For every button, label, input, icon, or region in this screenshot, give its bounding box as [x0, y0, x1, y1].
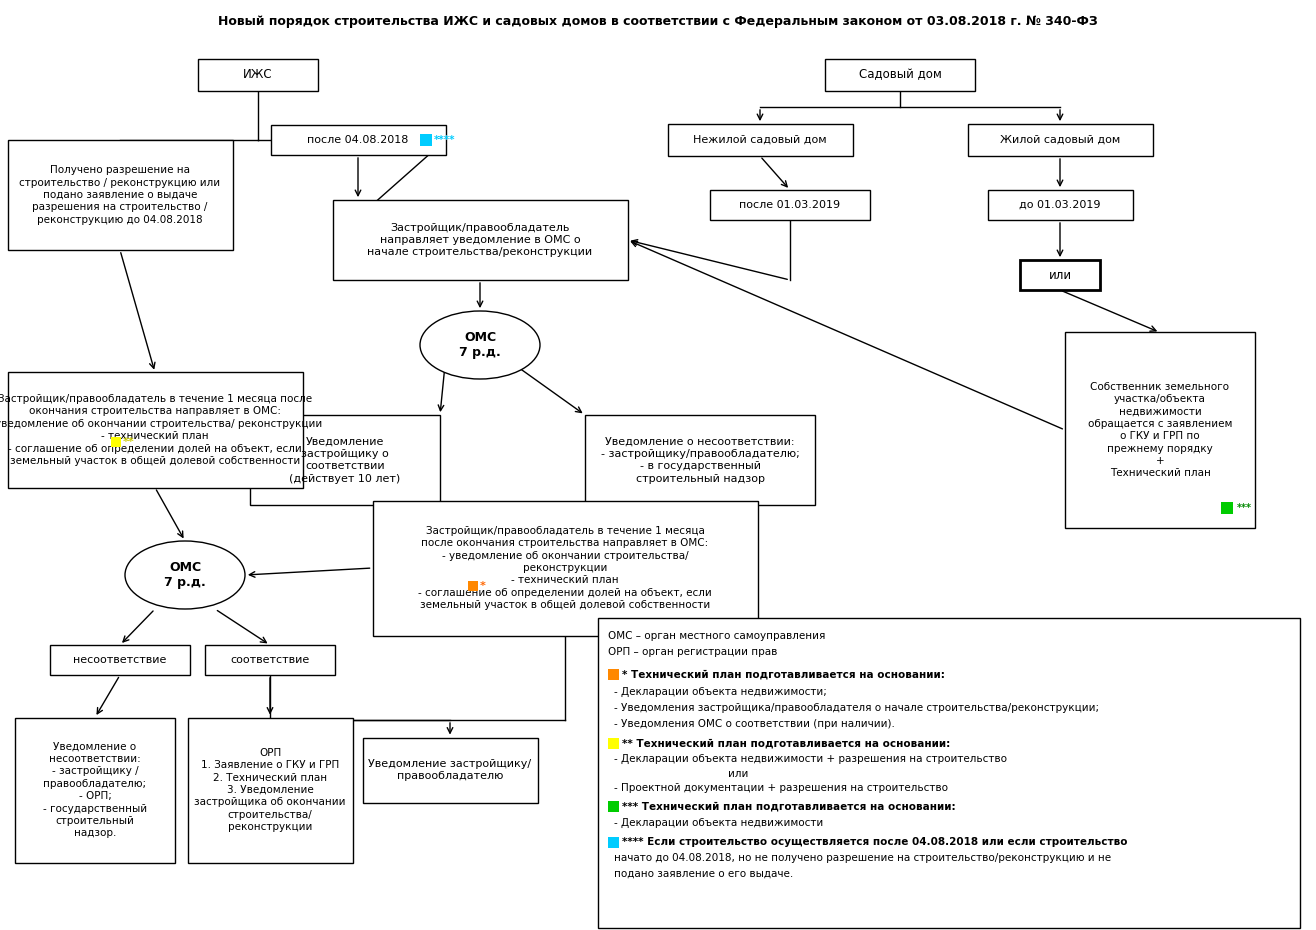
Text: Нежилой садовый дом: Нежилой садовый дом — [694, 135, 826, 145]
Text: - Уведомления ОМС о соответствии (при наличии).: - Уведомления ОМС о соответствии (при на… — [615, 719, 895, 729]
Text: *: * — [479, 581, 486, 591]
Text: ИЖС: ИЖС — [243, 69, 272, 82]
FancyBboxPatch shape — [597, 618, 1300, 928]
Text: подано заявление о его выдаче.: подано заявление о его выдаче. — [615, 869, 794, 879]
FancyBboxPatch shape — [1221, 501, 1233, 513]
Text: Застройщик/правообладатель в течение 1 месяца после
окончания строительства напр: Застройщик/правообладатель в течение 1 м… — [0, 394, 322, 466]
FancyBboxPatch shape — [420, 134, 432, 146]
FancyBboxPatch shape — [197, 59, 318, 91]
FancyBboxPatch shape — [8, 140, 233, 250]
Text: до 01.03.2019: до 01.03.2019 — [1020, 200, 1100, 210]
FancyBboxPatch shape — [333, 200, 628, 280]
Text: после 04.08.2018: после 04.08.2018 — [308, 135, 409, 145]
FancyBboxPatch shape — [271, 125, 446, 155]
FancyBboxPatch shape — [825, 59, 975, 91]
Text: после 01.03.2019: после 01.03.2019 — [740, 200, 841, 210]
Text: - Декларации объекта недвижимости: - Декларации объекта недвижимости — [615, 818, 824, 828]
FancyBboxPatch shape — [1020, 260, 1100, 290]
Ellipse shape — [125, 541, 245, 609]
Text: ОМС
7 р.д.: ОМС 7 р.д. — [164, 561, 205, 589]
Text: * Технический план подготавливается на основании:: * Технический план подготавливается на о… — [622, 670, 945, 680]
Text: *** Технический план подготавливается на основании:: *** Технический план подготавливается на… — [622, 802, 955, 812]
Text: Получено разрешение на
строительство / реконструкцию или
подано заявление о выда: Получено разрешение на строительство / р… — [20, 166, 221, 225]
Text: или: или — [728, 768, 749, 778]
FancyBboxPatch shape — [1065, 333, 1255, 527]
Text: ОРП
1. Заявление о ГКУ и ГРП
2. Технический план
3. Уведомление
застройщика об о: ОРП 1. Заявление о ГКУ и ГРП 2. Техничес… — [195, 748, 346, 832]
FancyBboxPatch shape — [608, 670, 619, 681]
FancyBboxPatch shape — [711, 190, 870, 220]
FancyBboxPatch shape — [608, 802, 619, 812]
FancyBboxPatch shape — [372, 500, 758, 635]
FancyBboxPatch shape — [967, 124, 1153, 156]
Ellipse shape — [420, 311, 540, 379]
FancyBboxPatch shape — [187, 718, 353, 862]
Text: соответствие: соответствие — [230, 655, 309, 665]
FancyBboxPatch shape — [362, 737, 537, 803]
FancyBboxPatch shape — [586, 415, 815, 505]
Text: Жилой садовый дом: Жилой садовый дом — [1000, 135, 1120, 145]
Text: начато до 04.08.2018, но не получено разрешение на строительство/реконструкцию и: начато до 04.08.2018, но не получено раз… — [615, 853, 1111, 863]
FancyBboxPatch shape — [608, 836, 619, 847]
FancyBboxPatch shape — [987, 190, 1133, 220]
Text: - Декларации объекта недвижимости;: - Декларации объекта недвижимости; — [615, 687, 826, 697]
Text: - Проектной документации + разрешения на строительство: - Проектной документации + разрешения на… — [615, 783, 948, 793]
Text: ****: **** — [433, 135, 455, 145]
Text: ОРП – орган регистрации прав: ОРП – орган регистрации прав — [608, 647, 778, 657]
Text: **** Если строительство осуществляется после 04.08.2018 или если строительство: **** Если строительство осуществляется п… — [622, 837, 1128, 847]
Text: - Декларации объекта недвижимости + разрешения на строительство: - Декларации объекта недвижимости + разр… — [615, 754, 1007, 764]
Text: Застройщик/правообладатель
направляет уведомление в ОМС о
начале строительства/р: Застройщик/правообладатель направляет ув… — [367, 222, 592, 258]
FancyBboxPatch shape — [667, 124, 853, 156]
Text: ОМС – орган местного самоуправления: ОМС – орган местного самоуправления — [608, 631, 825, 641]
Text: ОМС
7 р.д.: ОМС 7 р.д. — [459, 331, 501, 359]
Text: **: ** — [122, 437, 134, 447]
Text: Собственник земельного
участка/объекта
недвижимости
обращается с заявлением
о ГК: Собственник земельного участка/объекта н… — [1088, 381, 1232, 478]
Text: ** Технический план подготавливается на основании:: ** Технический план подготавливается на … — [622, 738, 950, 749]
Text: Застройщик/правообладатель в течение 1 месяца
после окончания строительства напр: Застройщик/правообладатель в течение 1 м… — [418, 525, 712, 610]
FancyBboxPatch shape — [14, 718, 175, 862]
Text: ***: *** — [1237, 502, 1252, 512]
FancyBboxPatch shape — [8, 373, 303, 487]
FancyBboxPatch shape — [467, 581, 478, 591]
Text: Уведомление о
несоответствии:
- застройщику /
правообладателю;
- ОРП;
- государс: Уведомление о несоответствии: - застройщ… — [43, 741, 147, 839]
Text: Новый порядок строительства ИЖС и садовых домов в соответствии с Федеральным зак: Новый порядок строительства ИЖС и садовы… — [218, 16, 1098, 29]
Text: Уведомление застройщику/
правообладателю: Уведомление застройщику/ правообладателю — [368, 759, 532, 781]
Text: - Уведомления застройщика/правообладателя о начале строительства/реконструкции;: - Уведомления застройщика/правообладател… — [615, 703, 1099, 713]
Text: Уведомление
застройщику о
соответствии
(действует 10 лет): Уведомление застройщику о соответствии (… — [290, 436, 400, 484]
Text: или: или — [1049, 269, 1071, 282]
Text: Уведомление о несоответствии:
- застройщику/правообладателю;
- в государственный: Уведомление о несоответствии: - застройщ… — [600, 436, 799, 484]
Text: Садовый дом: Садовый дом — [858, 69, 941, 82]
FancyBboxPatch shape — [205, 645, 336, 675]
Text: несоответствие: несоответствие — [74, 655, 167, 665]
FancyBboxPatch shape — [111, 437, 121, 447]
FancyBboxPatch shape — [608, 737, 619, 749]
FancyBboxPatch shape — [250, 415, 440, 505]
FancyBboxPatch shape — [50, 645, 190, 675]
